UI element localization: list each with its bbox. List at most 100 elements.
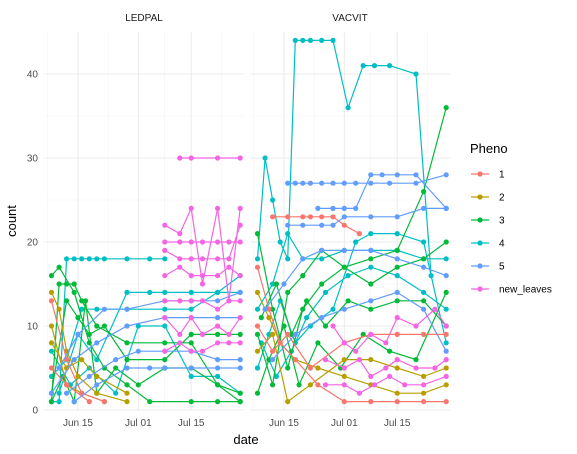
data-point bbox=[341, 399, 347, 405]
data-point bbox=[394, 289, 400, 295]
data-point bbox=[86, 373, 92, 379]
data-point bbox=[281, 323, 287, 329]
data-point bbox=[341, 264, 347, 270]
data-point bbox=[162, 247, 168, 253]
data-point bbox=[292, 357, 298, 363]
series-5 bbox=[71, 365, 243, 405]
data-point bbox=[94, 306, 100, 312]
data-point bbox=[237, 357, 243, 363]
data-point bbox=[48, 289, 55, 295]
data-point bbox=[307, 214, 313, 220]
data-point bbox=[443, 365, 449, 371]
series-new_leaves bbox=[162, 298, 243, 312]
data-point bbox=[304, 298, 310, 304]
data-point bbox=[71, 281, 77, 287]
data-point bbox=[188, 348, 194, 354]
data-point bbox=[421, 373, 427, 379]
data-point bbox=[215, 239, 221, 245]
legend-entry-3: 3 bbox=[471, 216, 505, 227]
data-point bbox=[292, 331, 298, 337]
data-point bbox=[188, 340, 194, 346]
x-tick-label: Jun 15 bbox=[63, 418, 93, 429]
data-point bbox=[215, 298, 221, 304]
data-point bbox=[270, 281, 276, 287]
legend-entry-4: 4 bbox=[471, 239, 505, 250]
data-point bbox=[285, 289, 291, 295]
data-point bbox=[48, 273, 55, 279]
data-point bbox=[368, 298, 374, 304]
data-point bbox=[371, 63, 378, 69]
data-point bbox=[368, 247, 374, 253]
data-point bbox=[177, 331, 183, 337]
data-point bbox=[48, 390, 55, 396]
data-point bbox=[56, 365, 62, 371]
data-point bbox=[266, 315, 272, 321]
data-point bbox=[315, 205, 321, 211]
data-point bbox=[215, 382, 221, 388]
data-point bbox=[421, 331, 427, 337]
data-point bbox=[270, 331, 276, 337]
data-point bbox=[79, 357, 85, 363]
data-point bbox=[215, 331, 221, 337]
data-point bbox=[300, 273, 306, 279]
data-point bbox=[147, 256, 153, 262]
data-point bbox=[237, 222, 243, 228]
data-point bbox=[356, 231, 362, 237]
series-new_leaves bbox=[162, 222, 243, 262]
data-point bbox=[330, 323, 336, 329]
data-point bbox=[443, 382, 449, 388]
data-point bbox=[226, 264, 232, 270]
data-point bbox=[292, 37, 298, 44]
data-point bbox=[199, 298, 206, 304]
series-line bbox=[51, 266, 241, 403]
data-point bbox=[443, 205, 449, 211]
strip-label-ledpal: LEDPAL bbox=[125, 13, 163, 24]
data-point bbox=[296, 382, 302, 388]
series-new_leaves bbox=[162, 315, 243, 337]
y-tick-label: 20 bbox=[27, 238, 39, 249]
data-point bbox=[199, 256, 206, 262]
x-tick-label: Jul 15 bbox=[384, 418, 411, 429]
data-point bbox=[162, 222, 168, 228]
legend-key-point bbox=[477, 286, 483, 292]
data-point bbox=[226, 256, 232, 262]
panel-vacvit: VACVIT bbox=[250, 13, 450, 411]
data-point bbox=[356, 357, 362, 363]
data-point bbox=[341, 382, 347, 388]
data-point bbox=[443, 172, 449, 178]
data-point bbox=[330, 180, 336, 186]
data-point bbox=[319, 315, 325, 321]
data-point bbox=[162, 348, 168, 354]
data-point bbox=[48, 298, 55, 304]
legend-title: Pheno bbox=[470, 141, 508, 156]
data-point bbox=[237, 239, 243, 245]
data-point bbox=[443, 373, 449, 379]
data-point bbox=[215, 256, 221, 262]
legend-key-point bbox=[477, 240, 483, 246]
series-line bbox=[272, 291, 447, 361]
data-point bbox=[71, 256, 77, 262]
data-point bbox=[177, 340, 183, 346]
data-point bbox=[413, 365, 419, 371]
data-point bbox=[188, 298, 194, 304]
series-5 bbox=[270, 289, 449, 363]
data-point bbox=[330, 222, 336, 228]
data-point bbox=[285, 180, 291, 186]
series-5 bbox=[285, 205, 449, 228]
data-point bbox=[394, 315, 400, 321]
data-point bbox=[254, 365, 261, 371]
data-point bbox=[75, 373, 81, 379]
data-point bbox=[413, 323, 419, 329]
data-point bbox=[300, 37, 306, 44]
data-point bbox=[387, 63, 393, 69]
data-point bbox=[394, 264, 400, 270]
data-point bbox=[307, 180, 313, 186]
data-point bbox=[270, 214, 276, 220]
data-point bbox=[237, 340, 243, 346]
series-line bbox=[50, 300, 105, 403]
data-point bbox=[341, 365, 347, 371]
data-point bbox=[421, 306, 427, 312]
data-point bbox=[215, 273, 221, 279]
data-point bbox=[307, 382, 313, 388]
series-new_leaves bbox=[177, 155, 243, 161]
